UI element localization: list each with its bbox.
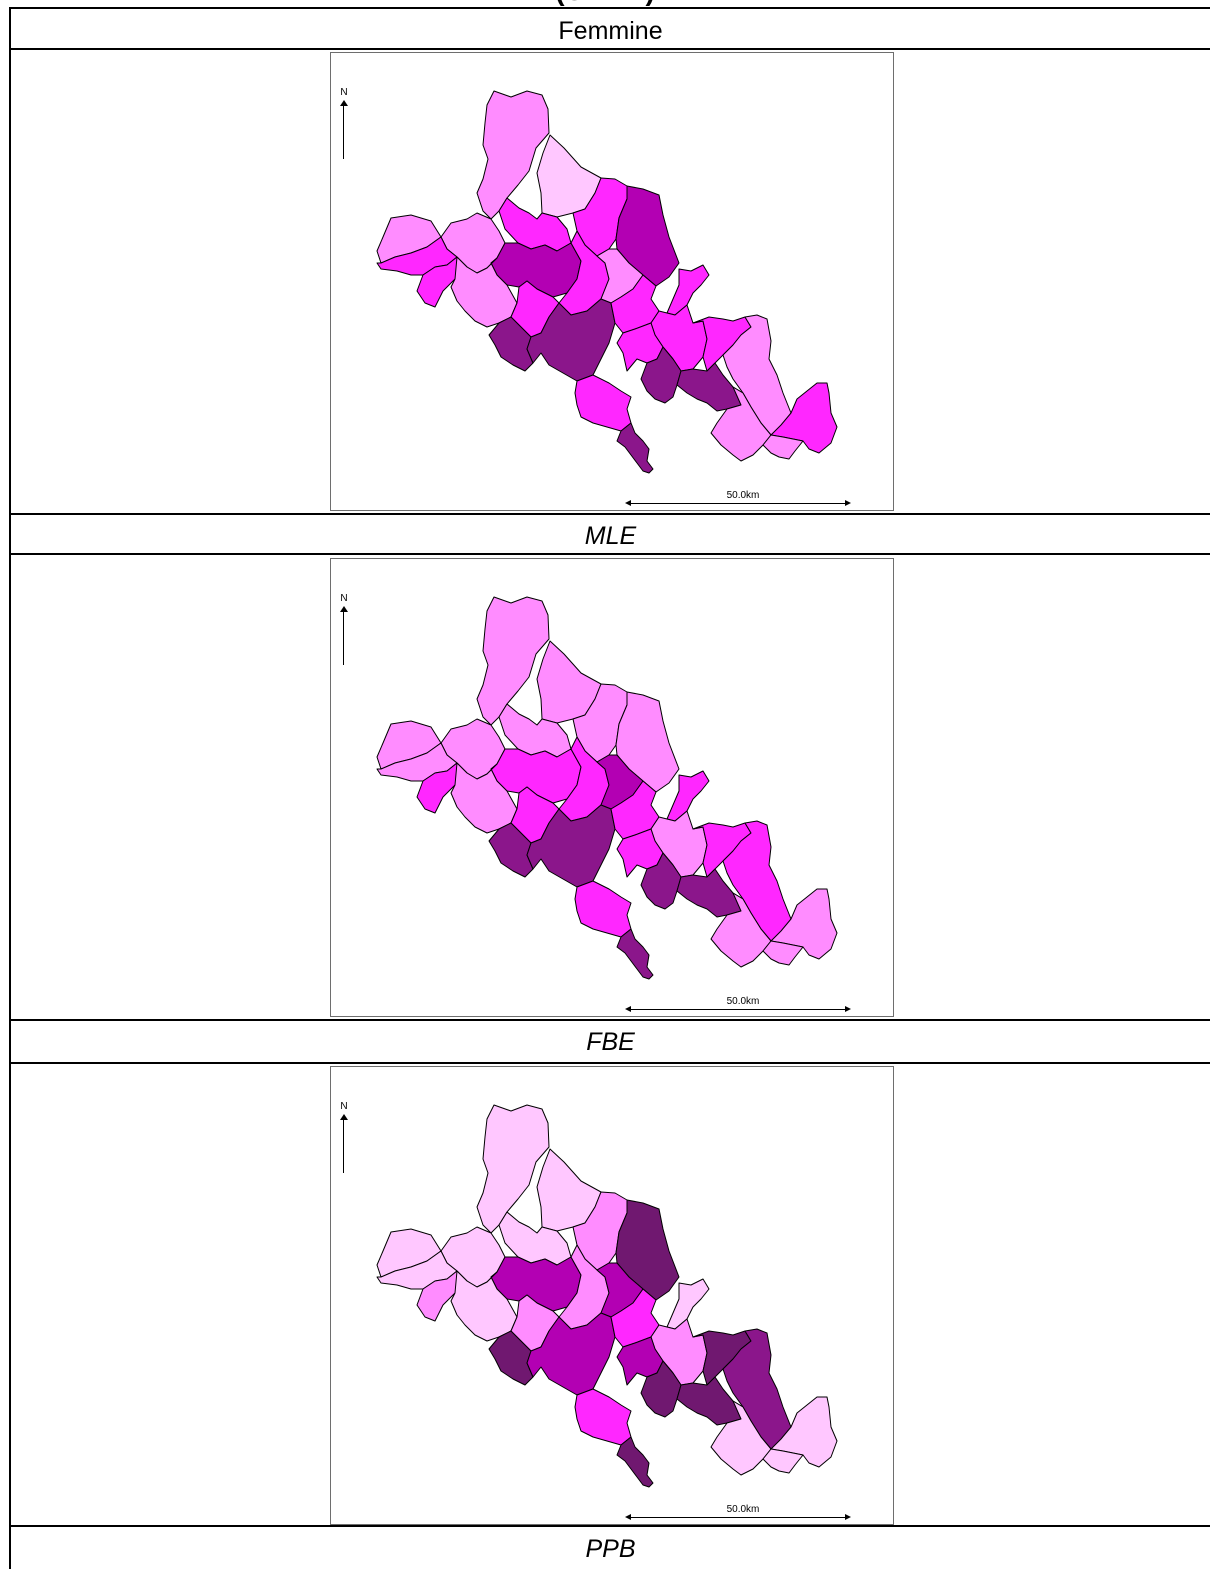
map-region-R28 xyxy=(574,374,632,432)
map-region-R26 xyxy=(710,386,772,462)
map-region-R29 xyxy=(616,1436,654,1488)
map-region-R15 xyxy=(488,316,534,372)
row-divider xyxy=(9,1525,1210,1527)
map-region-R23 xyxy=(640,852,682,910)
north-label: N xyxy=(340,593,348,604)
map-region-R28 xyxy=(574,1388,632,1446)
caption-mle: MLE xyxy=(584,522,637,550)
choropleth-map xyxy=(376,1104,838,1488)
scale-bar xyxy=(627,503,849,504)
map-region-R15 xyxy=(488,1330,534,1386)
north-arrow-icon: N xyxy=(335,1101,351,1173)
map-panel-fbe: N 50.0km xyxy=(330,558,894,1017)
map-region-R01 xyxy=(476,596,550,726)
map-region-R28 xyxy=(574,880,632,938)
map-region-R01 xyxy=(476,90,550,220)
map-region-R17 xyxy=(610,274,660,334)
map-region-R17 xyxy=(610,780,660,840)
scale-bar-label: 50.0km xyxy=(726,490,760,501)
map-region-R12 xyxy=(416,1270,468,1322)
map-region-R12 xyxy=(416,256,468,308)
caption-ppb: PPB xyxy=(585,1535,636,1563)
map-region-R17 xyxy=(610,1288,660,1348)
map-region-R12 xyxy=(416,762,468,814)
choropleth-map xyxy=(376,90,838,474)
north-arrow-icon: N xyxy=(335,593,351,665)
scale-bar-label: 50.0km xyxy=(726,996,760,1007)
north-arrow-icon: N xyxy=(335,87,351,159)
map-region-R26 xyxy=(710,892,772,968)
scale-bar xyxy=(627,1517,849,1518)
row-divider xyxy=(9,553,1210,555)
caption-fbe: FBE xyxy=(586,1028,635,1056)
page-title: (UDAR) xyxy=(0,0,1210,8)
map-region-R27 xyxy=(762,434,804,460)
scale-bar xyxy=(627,1009,849,1010)
row-divider xyxy=(9,1062,1210,1064)
map-region-R15 xyxy=(488,822,534,878)
map-region-R27 xyxy=(762,940,804,966)
map-region-R27 xyxy=(762,1448,804,1474)
map-region-R26 xyxy=(710,1400,772,1476)
row-divider xyxy=(9,1019,1210,1021)
map-region-R18 xyxy=(666,1278,710,1330)
map-panel-mle: N 50.0km xyxy=(330,52,894,511)
header-femmine: Femmine xyxy=(558,17,663,45)
choropleth-map xyxy=(376,596,838,980)
map-region-R18 xyxy=(666,264,710,316)
map-region-R01 xyxy=(476,1104,550,1234)
map-region-R29 xyxy=(616,422,654,474)
map-region-R23 xyxy=(640,1360,682,1418)
north-label: N xyxy=(340,1101,348,1112)
north-label: N xyxy=(340,87,348,98)
row-divider xyxy=(9,48,1210,50)
map-region-R29 xyxy=(616,928,654,980)
map-region-R18 xyxy=(666,770,710,822)
scale-bar-label: 50.0km xyxy=(726,1504,760,1515)
map-region-R23 xyxy=(640,346,682,404)
map-panel-ppb: N 50.0km xyxy=(330,1066,894,1525)
table-frame xyxy=(9,7,1210,1569)
row-divider xyxy=(9,513,1210,515)
